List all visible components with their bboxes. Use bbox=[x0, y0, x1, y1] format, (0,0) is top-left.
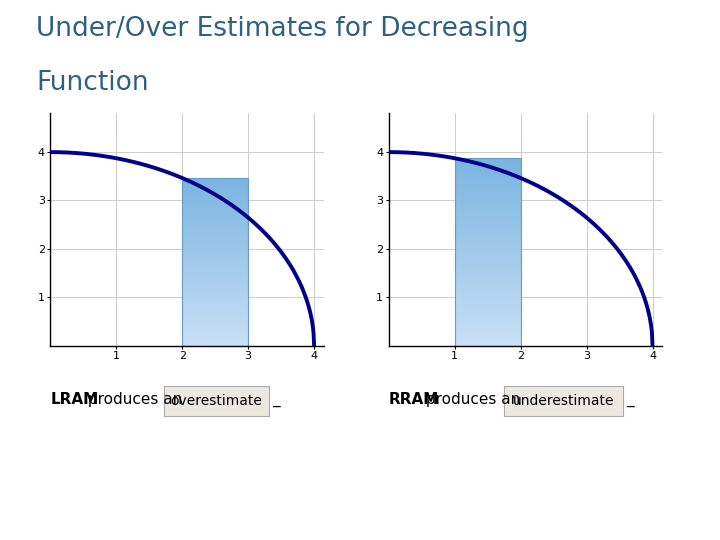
Text: underestimate: underestimate bbox=[513, 394, 614, 408]
Text: produces an: produces an bbox=[83, 392, 187, 407]
Text: _: _ bbox=[272, 392, 280, 407]
Bar bbox=[455, 158, 521, 346]
Text: LRAM: LRAM bbox=[50, 392, 99, 407]
Bar bbox=[182, 178, 248, 346]
Text: overestimate: overestimate bbox=[171, 394, 262, 408]
Text: produces an: produces an bbox=[421, 392, 521, 407]
Text: Under/Over Estimates for Decreasing: Under/Over Estimates for Decreasing bbox=[36, 16, 528, 42]
Text: RRAM: RRAM bbox=[389, 392, 439, 407]
Text: Function: Function bbox=[36, 70, 148, 96]
Text: _: _ bbox=[626, 392, 634, 407]
